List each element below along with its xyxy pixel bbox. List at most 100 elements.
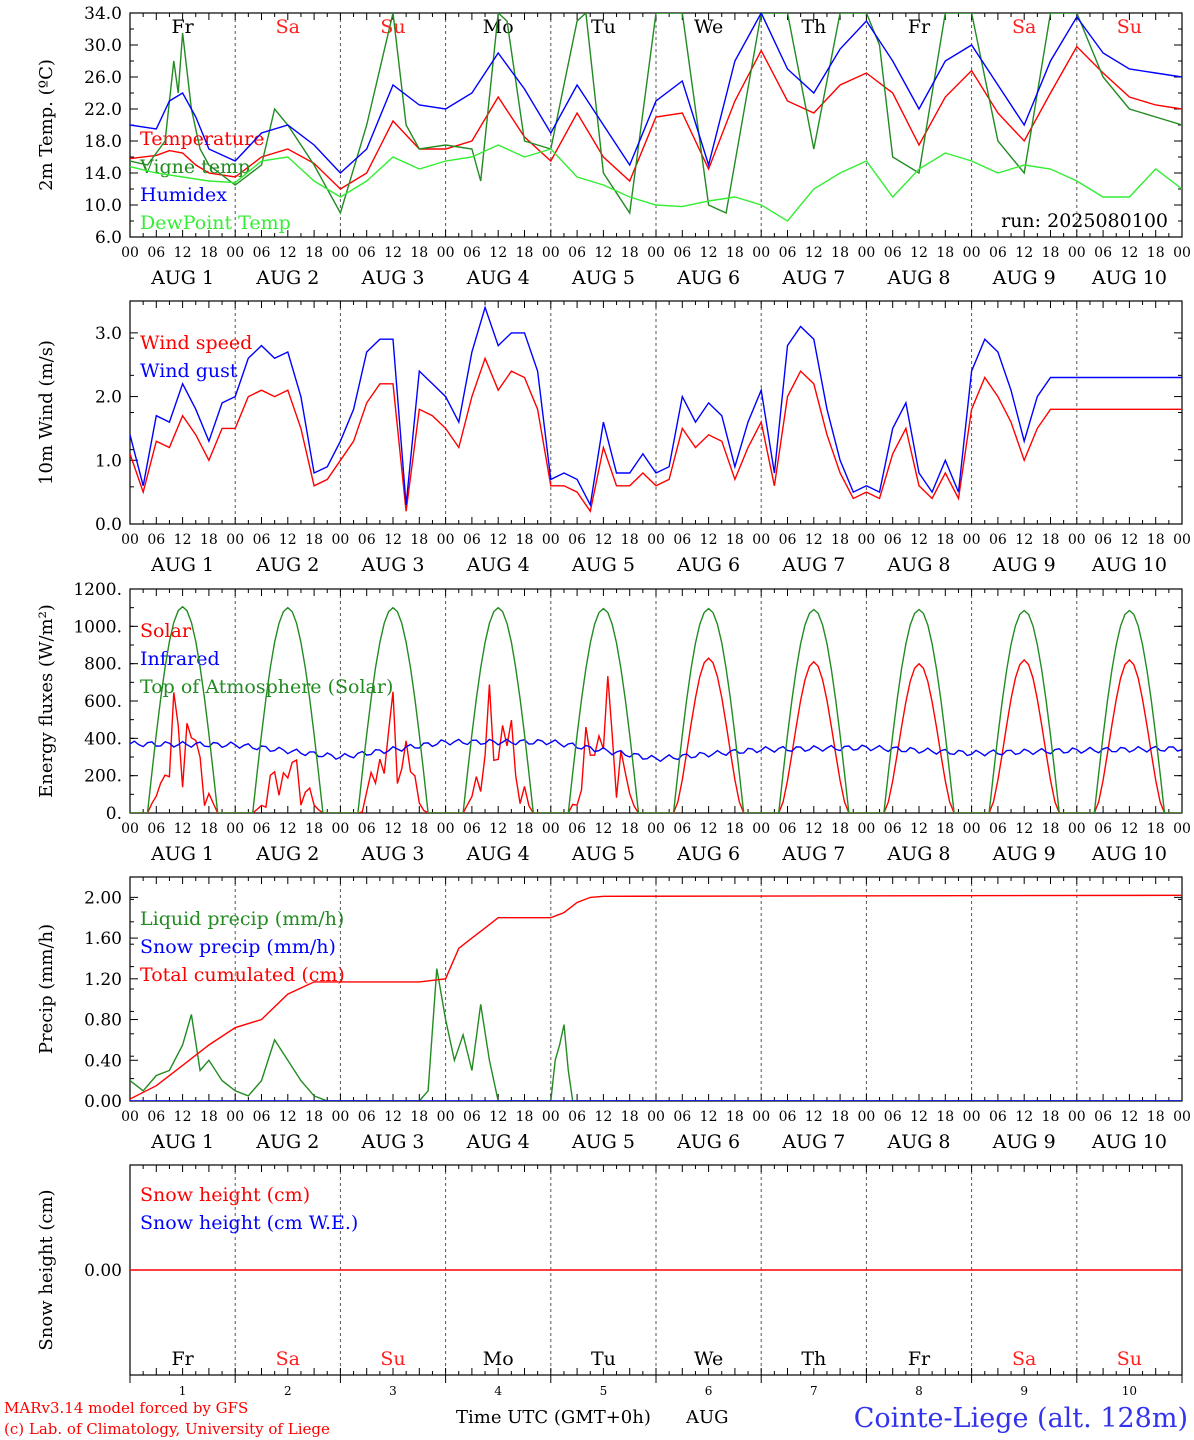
- hour-tick-label: 00: [437, 532, 455, 548]
- hour-tick-label: 18: [1147, 245, 1165, 261]
- hour-tick-label: 18: [831, 245, 849, 261]
- weekday-label: Su: [380, 16, 405, 38]
- series-line-vigne-temp: [130, 13, 1182, 215]
- date-label: AUG 8: [886, 1131, 950, 1153]
- y-axis-label: Energy fluxes (W/m²): [36, 604, 57, 798]
- hour-tick-label: 00: [752, 1109, 770, 1125]
- hour-tick-label: 12: [805, 245, 823, 261]
- hour-tick-label: 12: [910, 821, 928, 837]
- weekday-label: Fr: [908, 1348, 931, 1370]
- day-number-label: 6: [705, 1384, 713, 1398]
- hour-tick-label: 18: [516, 821, 534, 837]
- hour-tick-label: 12: [910, 245, 928, 261]
- hour-tick-label: 12: [279, 1109, 297, 1125]
- day-number-label: 1: [179, 1384, 187, 1398]
- hour-tick-label: 06: [779, 821, 797, 837]
- hour-tick-label: 06: [463, 821, 481, 837]
- hour-tick-label: 12: [1120, 821, 1138, 837]
- hour-tick-label: 00: [331, 1109, 349, 1125]
- hour-tick-label: 12: [279, 532, 297, 548]
- hour-tick-label: 06: [253, 1109, 271, 1125]
- day-number-label: 7: [810, 1384, 818, 1398]
- hour-tick-label: 00: [226, 245, 244, 261]
- hour-tick-label: 06: [358, 1109, 376, 1125]
- legend-entry: Top of Atmosphere (Solar): [140, 676, 393, 698]
- hour-tick-label: 12: [1120, 1109, 1138, 1125]
- series-line-wind-gust: [130, 305, 1182, 508]
- date-label: AUG 10: [1091, 267, 1167, 289]
- date-label: AUG 9: [992, 554, 1056, 576]
- y-tick-label: 800.: [84, 655, 122, 675]
- hour-tick-label: 12: [1120, 245, 1138, 261]
- hour-tick-label: 00: [1068, 821, 1086, 837]
- hour-tick-label: 18: [1042, 532, 1060, 548]
- hour-tick-label: 12: [384, 245, 402, 261]
- date-label: AUG 7: [781, 1131, 845, 1153]
- hour-tick-label: 12: [594, 245, 612, 261]
- hour-tick-label: 06: [779, 1109, 797, 1125]
- legend-entry: Humidex: [140, 184, 227, 206]
- hour-tick-label: 00: [542, 821, 560, 837]
- panel-snow: 0.00 Snow height (cm) Snow height (cm) Snow…: [36, 1164, 1183, 1398]
- hour-tick-label: 00: [963, 821, 981, 837]
- hour-tick-label: 18: [200, 1109, 218, 1125]
- hour-tick-label: 18: [410, 245, 428, 261]
- hour-tick-label: 18: [831, 532, 849, 548]
- hour-tick-label: 00: [857, 821, 875, 837]
- y-tick-label: 10.0: [84, 196, 122, 216]
- y-tick-label: 600.: [84, 692, 122, 712]
- hour-tick-label: 00: [542, 532, 560, 548]
- y-tick-label: 0.40: [84, 1051, 122, 1071]
- weekday-label: Sa: [276, 1348, 300, 1370]
- chart-panels: 6.010.014.018.022.026.030.034.02m Temp. …: [36, 4, 1191, 1398]
- hour-tick-label: 06: [147, 821, 165, 837]
- panel-frame: [129, 588, 1183, 814]
- legend-entry: Infrared: [140, 648, 220, 670]
- weekday-label: We: [694, 16, 723, 38]
- y-tick-label: 0.00: [84, 1092, 122, 1112]
- hour-tick-label: 18: [305, 1109, 323, 1125]
- hour-tick-label: 06: [1094, 821, 1112, 837]
- hour-tick-label: 06: [989, 1109, 1007, 1125]
- run-label: run: 2025080100: [1001, 210, 1168, 232]
- hour-tick-label: 06: [884, 532, 902, 548]
- hour-tick-label: 06: [358, 532, 376, 548]
- hour-tick-label: 06: [358, 245, 376, 261]
- hour-tick-label: 18: [516, 1109, 534, 1125]
- y-tick-label: 400.: [84, 729, 122, 749]
- hour-tick-label: 18: [936, 821, 954, 837]
- hour-tick-label: 00: [752, 245, 770, 261]
- date-label: AUG 7: [781, 267, 845, 289]
- hour-tick-label: 00: [963, 1109, 981, 1125]
- weekday-label: Fr: [171, 1348, 194, 1370]
- weekday-label: We: [694, 1348, 723, 1370]
- hour-tick-label: 12: [384, 821, 402, 837]
- station-name: Cointe-Liege (alt. 128m): [854, 1403, 1188, 1434]
- hour-tick-label: 12: [910, 1109, 928, 1125]
- hour-tick-label: 00: [542, 245, 560, 261]
- hour-tick-label: 12: [805, 821, 823, 837]
- hour-tick-label: 06: [989, 532, 1007, 548]
- hour-tick-label: 18: [726, 1109, 744, 1125]
- y-tick-label: 30.0: [84, 36, 122, 56]
- model-credit-line2: (c) Lab. of Climatology, University of L…: [4, 1420, 330, 1438]
- hour-tick-label: 00: [331, 245, 349, 261]
- date-label: AUG 5: [571, 267, 635, 289]
- day-number-label: 5: [600, 1384, 608, 1398]
- series-line-wind-speed: [130, 356, 1182, 514]
- hour-tick-label: 06: [673, 821, 691, 837]
- hour-tick-label: 18: [621, 245, 639, 261]
- date-label: AUG 1: [150, 843, 214, 865]
- hour-tick-label: 18: [200, 532, 218, 548]
- hour-tick-label: 12: [805, 1109, 823, 1125]
- date-label: AUG 10: [1091, 1131, 1167, 1153]
- date-label: AUG 4: [466, 843, 530, 865]
- hour-tick-label: 06: [989, 245, 1007, 261]
- date-label: AUG 10: [1091, 554, 1167, 576]
- hour-tick-label: 00: [857, 245, 875, 261]
- hour-tick-label: 00: [752, 532, 770, 548]
- date-label: AUG 5: [571, 554, 635, 576]
- hour-tick-label: 00: [647, 821, 665, 837]
- hour-tick-label: 18: [726, 245, 744, 261]
- hour-tick-label: 12: [700, 532, 718, 548]
